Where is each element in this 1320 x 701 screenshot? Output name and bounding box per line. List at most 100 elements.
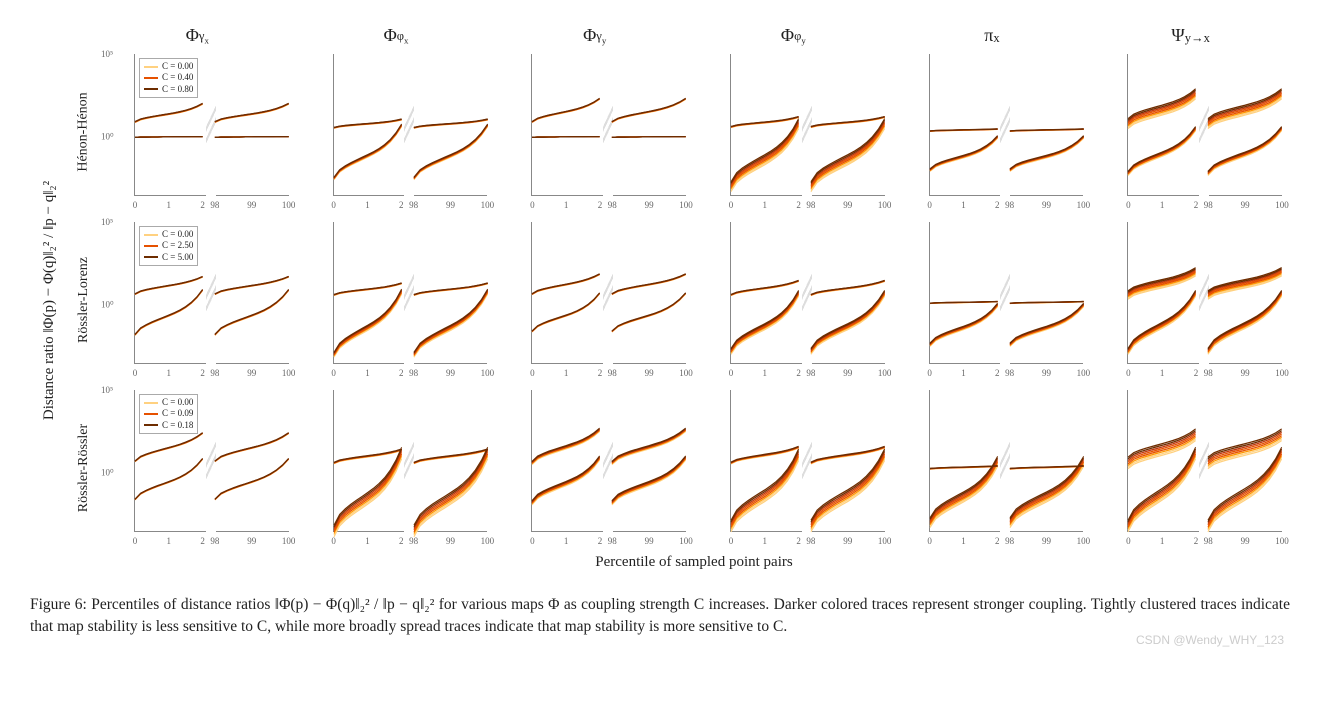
x-tick: 100 — [878, 200, 892, 210]
legend-label: C = 0.80 — [162, 84, 193, 95]
trace — [1010, 138, 1084, 171]
x-tick: 0 — [530, 368, 535, 378]
x-tick: 98 — [1204, 536, 1213, 546]
trace — [135, 433, 203, 461]
x-tick: 0 — [133, 200, 138, 210]
traces — [930, 390, 1084, 531]
legend-swatch-icon — [144, 402, 158, 404]
trace — [135, 290, 203, 335]
column-header-phi_px: Φφx — [297, 20, 496, 48]
x-tick: 98 — [1204, 368, 1213, 378]
x-tick: 2 — [796, 368, 801, 378]
plot-area: 0129899100 — [929, 390, 1084, 532]
x-tick: 1 — [763, 536, 768, 546]
legend: C = 0.00C = 0.40C = 0.80 — [139, 58, 198, 98]
x-tick: 2 — [1194, 200, 1199, 210]
trace — [215, 291, 289, 336]
panel-rossross-phi_py: 0129899100 — [694, 384, 893, 552]
plot-area: 0129899100 — [333, 54, 488, 196]
trace — [930, 138, 998, 171]
trace — [1010, 302, 1084, 304]
legend-label: C = 0.00 — [162, 397, 193, 408]
legend-swatch-icon — [144, 256, 158, 258]
x-tick: 100 — [282, 200, 296, 210]
trace — [414, 125, 488, 178]
x-tick: 0 — [331, 368, 336, 378]
y-tick: 10⁰ — [101, 299, 114, 310]
legend-label: C = 0.18 — [162, 420, 193, 431]
x-tick: 98 — [608, 200, 617, 210]
x-tick: 2 — [399, 368, 404, 378]
plot-area: 10⁰10⁵0129899100C = 0.00C = 0.09C = 0.18 — [134, 390, 289, 532]
column-header-phi_py: Φφy — [694, 20, 893, 48]
trace — [215, 459, 289, 500]
plot-area: 0129899100 — [531, 54, 686, 196]
x-axis-label: Percentile of sampled point pairs — [98, 552, 1290, 570]
x-tick: 100 — [1077, 368, 1091, 378]
panel-rosslor-phi_gy: 0129899100 — [495, 216, 694, 384]
traces — [532, 390, 686, 531]
plot-area: 0129899100 — [531, 390, 686, 532]
trace — [135, 459, 203, 500]
trace — [612, 99, 686, 122]
panel-rossross-pi_x: 0129899100 — [893, 384, 1092, 552]
trace — [135, 459, 203, 500]
y-tick: 10⁵ — [101, 49, 113, 59]
plot-area: 0129899100 — [333, 222, 488, 364]
row-label-rosslor: Rössler-Lorenz — [76, 257, 92, 343]
column-header-psi_yx: Ψy→x — [1091, 20, 1290, 48]
trace — [532, 99, 600, 122]
plot-area: 10⁰10⁵0129899100C = 0.00C = 0.40C = 0.80 — [134, 54, 289, 196]
x-tick: 2 — [399, 200, 404, 210]
trace — [414, 126, 488, 179]
traces — [532, 222, 686, 363]
trace — [215, 290, 289, 335]
trace — [215, 289, 289, 334]
x-tick: 0 — [1126, 368, 1131, 378]
x-tick: 100 — [481, 368, 495, 378]
legend: C = 0.00C = 2.50C = 5.00 — [139, 226, 198, 266]
x-tick: 98 — [806, 536, 815, 546]
column-header-pi_x: πx — [893, 20, 1092, 48]
trace — [135, 289, 203, 334]
x-tick: 99 — [843, 536, 852, 546]
x-tick: 0 — [927, 536, 932, 546]
trace — [135, 290, 203, 335]
trace — [811, 117, 885, 127]
panel-rosslor-phi_gx: 10⁰10⁵0129899100C = 0.00C = 2.50C = 5.00 — [98, 216, 297, 384]
legend-label: C = 0.40 — [162, 72, 193, 83]
row-label-rossross: Rössler-Rössler — [76, 424, 92, 512]
x-tick: 98 — [1005, 536, 1014, 546]
traces — [532, 54, 686, 195]
x-tick: 100 — [1275, 536, 1289, 546]
trace — [135, 104, 203, 122]
trace — [215, 104, 289, 122]
trace — [612, 294, 686, 332]
trace — [930, 306, 998, 346]
legend-swatch-icon — [144, 245, 158, 247]
trace — [612, 294, 686, 332]
x-tick: 0 — [1126, 200, 1131, 210]
x-tick: 100 — [1275, 368, 1289, 378]
x-tick: 0 — [530, 200, 535, 210]
plot-area: 0129899100 — [929, 222, 1084, 364]
traces — [334, 54, 488, 195]
x-tick: 100 — [878, 368, 892, 378]
x-tick: 99 — [247, 200, 256, 210]
trace — [135, 459, 203, 500]
x-tick: 99 — [446, 368, 455, 378]
legend: C = 0.00C = 0.09C = 0.18 — [139, 394, 198, 434]
figure: Distance ratio ‖Φ(p) − Φ(q)‖₂² / ‖p − q‖… — [30, 20, 1290, 647]
trace — [215, 137, 289, 138]
x-tick: 2 — [399, 536, 404, 546]
legend-item: C = 0.40 — [144, 72, 193, 83]
x-tick: 100 — [481, 536, 495, 546]
x-tick: 98 — [806, 368, 815, 378]
plot-area: 0129899100 — [1127, 222, 1282, 364]
legend-label: C = 0.00 — [162, 229, 193, 240]
x-tick: 99 — [1241, 536, 1250, 546]
legend-item: C = 0.80 — [144, 84, 193, 95]
traces — [731, 390, 885, 531]
plot-area: 0129899100 — [730, 222, 885, 364]
column-header-phi_gy: Φγy — [495, 20, 694, 48]
